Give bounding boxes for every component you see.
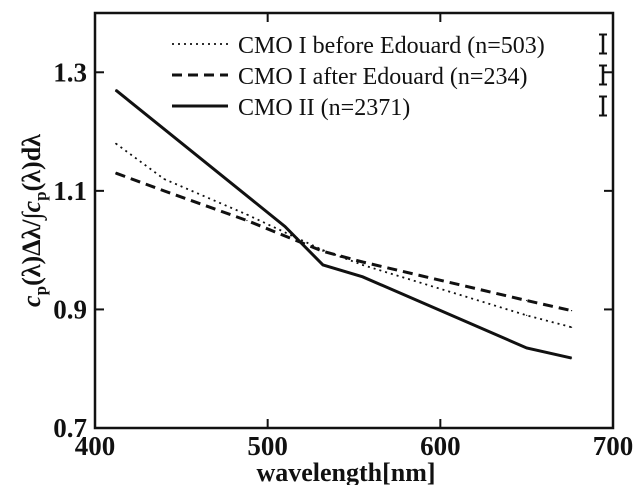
- y-tick-label: 0.7: [53, 413, 87, 443]
- series-point: [115, 89, 117, 91]
- y-tick-label: 1.3: [53, 57, 87, 87]
- y-tick-label: 0.9: [53, 294, 87, 324]
- x-tick-label: 400: [75, 431, 116, 461]
- series-point: [570, 326, 573, 328]
- series-point: [322, 264, 324, 266]
- legend-label-3: CMO II (n=2371): [238, 95, 410, 121]
- series-point: [246, 219, 248, 222]
- series-point: [284, 225, 286, 228]
- legend-label-2: CMO I after Edouard (n=234): [238, 64, 527, 90]
- series-point: [115, 142, 117, 145]
- plot-frame: [93, 11, 615, 430]
- series-line-3: [114, 88, 572, 360]
- y-tick-label: 1.1: [53, 176, 87, 206]
- series-point: [362, 264, 364, 266]
- series-point: [526, 299, 528, 302]
- x-tick-label: 600: [420, 431, 461, 461]
- series-point: [163, 190, 165, 192]
- series-point: [570, 310, 573, 312]
- series-point: [526, 347, 528, 349]
- series-line-1: [115, 142, 572, 329]
- series-point: [570, 357, 573, 359]
- series-point: [163, 178, 165, 180]
- series-line-2: [115, 171, 572, 313]
- series-point: [362, 261, 364, 263]
- x-axis-title: wavelength[nm]: [256, 458, 435, 485]
- series-point: [322, 249, 324, 251]
- x-tick-label: 700: [593, 431, 634, 461]
- x-tick-label: 500: [247, 431, 288, 461]
- series-point: [362, 276, 364, 278]
- series-point: [115, 172, 117, 174]
- series-point: [322, 250, 324, 252]
- legend-label-1: CMO I before Edouard (n=503): [238, 33, 545, 59]
- series-point: [246, 213, 248, 216]
- y-axis-title: cp(λ)Δλ/∫cp(λ)dλ: [17, 134, 50, 307]
- series-point: [526, 314, 528, 316]
